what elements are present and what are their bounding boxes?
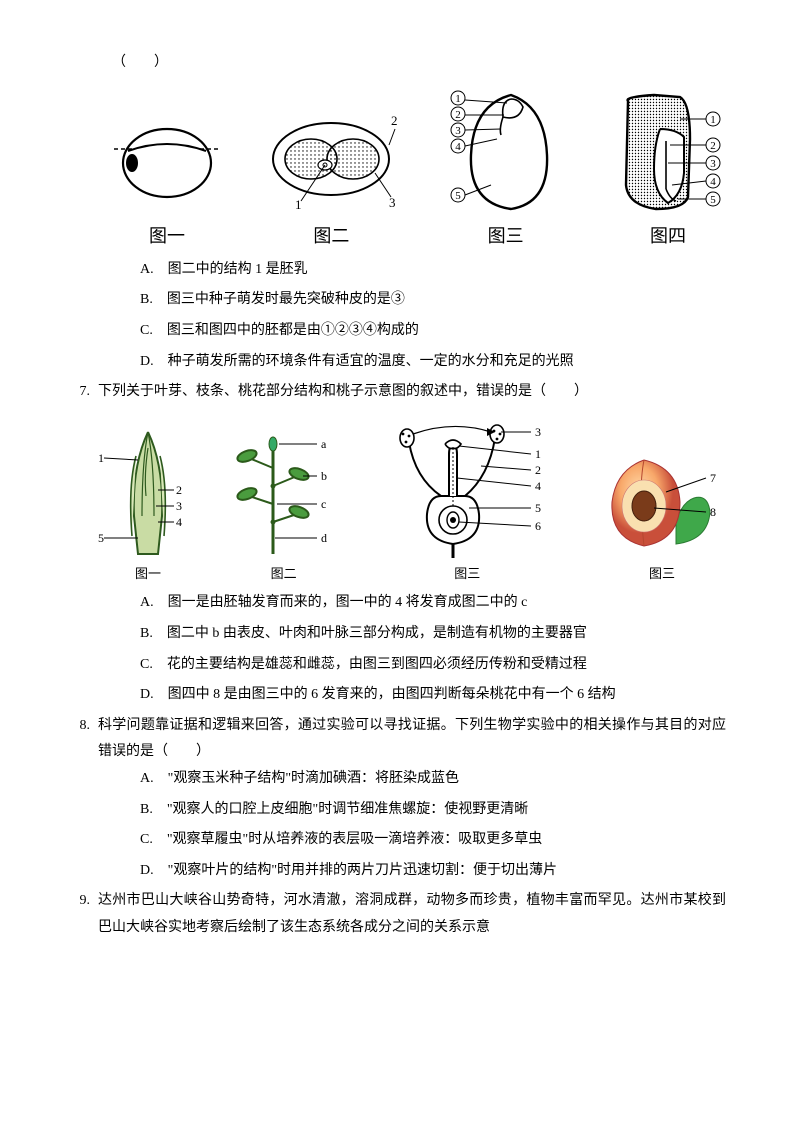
svg-text:2: 2	[176, 483, 182, 497]
q6-options: A. 图二中的结构 1 是胚乳 B. 图三中种子萌发时最先突破种皮的是③ C. …	[140, 257, 726, 375]
q6-fig2: 1 2 3 图二	[261, 105, 401, 253]
q7-num: 7.	[68, 379, 98, 406]
svg-text:b: b	[321, 469, 327, 483]
q6-opt-a: A. 图二中的结构 1 是胚乳	[140, 257, 726, 284]
q9-stem: 达州市巴山大峡谷山势奇特，河水清澈，溶洞成群，动物多而珍贵，植物丰富而罕见。达州…	[98, 888, 726, 941]
q7-fig1-label: 图一	[135, 562, 161, 587]
q7-fig3-label: 图三	[454, 562, 480, 587]
q7-fig1: 1 2 3 4 5 图一	[98, 426, 198, 587]
svg-text:2: 2	[455, 109, 461, 121]
svg-text:5: 5	[535, 501, 541, 515]
flower-icon: 3 1 2 4 5 6	[369, 418, 565, 560]
q8-opt-b: B. "观察人的口腔上皮细胞"时调节细准焦螺旋：使视野更清晰	[140, 797, 726, 824]
q6-fig3-label: 图三	[488, 219, 524, 253]
q6-paren: （ ）	[68, 50, 726, 77]
q9: 9. 达州市巴山大峡谷山势奇特，河水清澈，溶洞成群，动物多而珍贵，植物丰富而罕见…	[68, 888, 726, 941]
bean-seed-icon	[112, 105, 222, 217]
q6-opt-c: C. 图三和图四中的胚都是由①②③④构成的	[140, 318, 726, 345]
svg-text:4: 4	[710, 176, 716, 188]
svg-text:3: 3	[455, 125, 461, 137]
svg-text:1: 1	[535, 447, 541, 461]
q6-fig4: 1 2 3 4 5 图四	[610, 89, 726, 253]
svg-text:1: 1	[98, 451, 104, 465]
q7-fig4-label: 图三	[649, 562, 675, 587]
branch-icon: a b c d	[231, 432, 337, 560]
svg-text:3: 3	[535, 425, 541, 439]
svg-text:5: 5	[710, 194, 716, 206]
svg-text:a: a	[321, 437, 327, 451]
peach-icon: 7 8	[598, 442, 726, 560]
svg-text:1: 1	[295, 197, 302, 212]
bud-icon: 1 2 3 4 5	[98, 426, 198, 560]
q7-fig4: 7 8 图三	[598, 442, 726, 587]
q7-fig2: a b c d 图二	[231, 432, 337, 587]
q8-options: A. "观察玉米种子结构"时滴加碘酒：将胚染成蓝色 B. "观察人的口腔上皮细胞…	[140, 766, 726, 884]
q8-opt-c: C. "观察草履虫"时从培养液的表层吸一滴培养液：吸取更多草虫	[140, 827, 726, 854]
svg-text:c: c	[321, 497, 326, 511]
svg-text:4: 4	[455, 141, 461, 153]
q8-opt-d: D. "观察叶片的结构"时用并排的两片刀片迅速切割：便于切出薄片	[140, 858, 726, 885]
svg-text:1: 1	[455, 93, 461, 105]
q8-opt-a: A. "观察玉米种子结构"时滴加碘酒：将胚染成蓝色	[140, 766, 726, 793]
q7-options: A. 图一是由胚轴发育而来的，图一中的 4 将发育成图二中的 c B. 图二中 …	[140, 590, 726, 708]
q6-fig3: 1 2 3 4 5 图三	[441, 85, 571, 253]
svg-text:2: 2	[710, 140, 716, 152]
q7-opt-d: D. 图四中 8 是由图三中的 6 发育来的，由图四判断每朵桃花中有一个 6 结…	[140, 682, 726, 709]
svg-text:d: d	[321, 531, 327, 545]
q8-num: 8.	[68, 713, 98, 740]
svg-text:3: 3	[389, 195, 396, 210]
seed-open-icon: 1 2 3	[261, 105, 401, 217]
q7-opt-c: C. 花的主要结构是雄蕊和雌蕊，由图三到图四必须经历传粉和受精过程	[140, 652, 726, 679]
q6-fig2-label: 图二	[313, 219, 349, 253]
q6-figures: 图一 1 2 3 图二	[112, 85, 726, 253]
svg-text:2: 2	[391, 113, 398, 128]
q6-fig1-label: 图一	[149, 219, 185, 253]
q9-num: 9.	[68, 888, 98, 915]
svg-text:7: 7	[710, 471, 716, 485]
dicot-seed-icon: 1 2 3 4 5	[441, 85, 571, 217]
q8-stem: 科学问题靠证据和逻辑来回答，通过实验可以寻找证据。下列生物学实验中的相关操作与其…	[98, 713, 726, 766]
svg-text:5: 5	[98, 531, 104, 545]
svg-text:5: 5	[455, 190, 461, 202]
q8: 8. 科学问题靠证据和逻辑来回答，通过实验可以寻找证据。下列生物学实验中的相关操…	[68, 713, 726, 766]
svg-text:4: 4	[176, 515, 182, 529]
svg-text:4: 4	[535, 479, 541, 493]
q7: 7. 下列关于叶芽、枝条、桃花部分结构和桃子示意图的叙述中，错误的是（ ）	[68, 379, 726, 406]
q7-fig3: 3 1 2 4 5 6 图三	[369, 418, 565, 587]
q7-fig2-label: 图二	[271, 562, 297, 587]
q6-opt-b: B. 图三中种子萌发时最先突破种皮的是③	[140, 287, 726, 314]
svg-text:6: 6	[535, 519, 541, 533]
q7-stem: 下列关于叶芽、枝条、桃花部分结构和桃子示意图的叙述中，错误的是（ ）	[98, 379, 726, 406]
svg-text:2: 2	[535, 463, 541, 477]
monocot-seed-icon: 1 2 3 4 5	[610, 89, 726, 217]
svg-text:1: 1	[710, 114, 716, 126]
q7-figures: 1 2 3 4 5 图一 a b c d	[98, 418, 726, 587]
q6-opt-d: D. 种子萌发所需的环境条件有适宜的温度、一定的水分和充足的光照	[140, 349, 726, 376]
svg-text:3: 3	[176, 499, 182, 513]
q7-opt-b: B. 图二中 b 由表皮、叶肉和叶脉三部分构成，是制造有机物的主要器官	[140, 621, 726, 648]
q6-fig4-label: 图四	[650, 219, 686, 253]
q6-fig1: 图一	[112, 105, 222, 253]
q7-opt-a: A. 图一是由胚轴发育而来的，图一中的 4 将发育成图二中的 c	[140, 590, 726, 617]
svg-text:3: 3	[710, 158, 716, 170]
svg-text:8: 8	[710, 505, 716, 519]
